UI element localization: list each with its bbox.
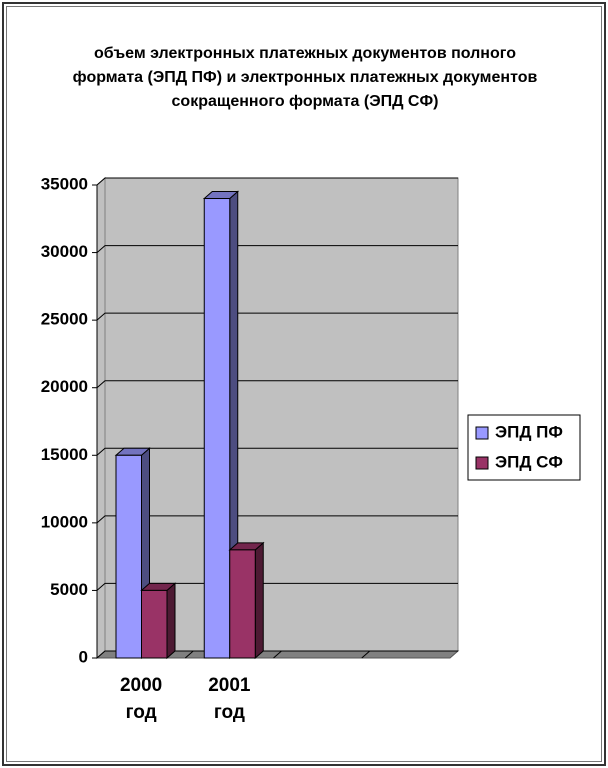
legend-swatch [475,426,489,440]
floor-divider [273,650,282,659]
x-tick-label: 2000 год [119,675,163,723]
bar [141,589,168,659]
y-tick-label: 20000 [41,377,88,396]
y-tick-label: 10000 [41,512,88,531]
bar-side [166,582,176,660]
x-tick-label: 2001 год [208,675,251,723]
grid-line [96,312,458,321]
grid-line [96,582,458,591]
y-tick-label: 35000 [41,174,88,193]
y-tick-label: 30000 [41,242,88,261]
grid-line [96,177,458,186]
floor-divider [184,650,194,659]
y-tick-label: 0 [79,647,88,666]
bar [229,549,256,659]
bar-side [254,541,264,660]
floor-divider [361,650,371,659]
y-tick-label: 25000 [41,310,88,329]
y-tick-label: 15000 [41,445,88,464]
grid-line [96,650,458,659]
chart-title: объем электронных платежных документов п… [72,45,538,110]
plot-wall [104,177,459,652]
legend-label: ЭПД ПФ [495,422,563,441]
grid-line [96,245,458,253]
grid-line [96,380,458,389]
side-wall [96,176,106,660]
legend-label: ЭПД СФ [495,452,563,471]
y-tick-label: 5000 [50,580,88,599]
bar [203,198,231,659]
legend-swatch [475,456,489,470]
bar [115,454,142,659]
grid-line [96,447,458,456]
grid-line [96,515,458,524]
